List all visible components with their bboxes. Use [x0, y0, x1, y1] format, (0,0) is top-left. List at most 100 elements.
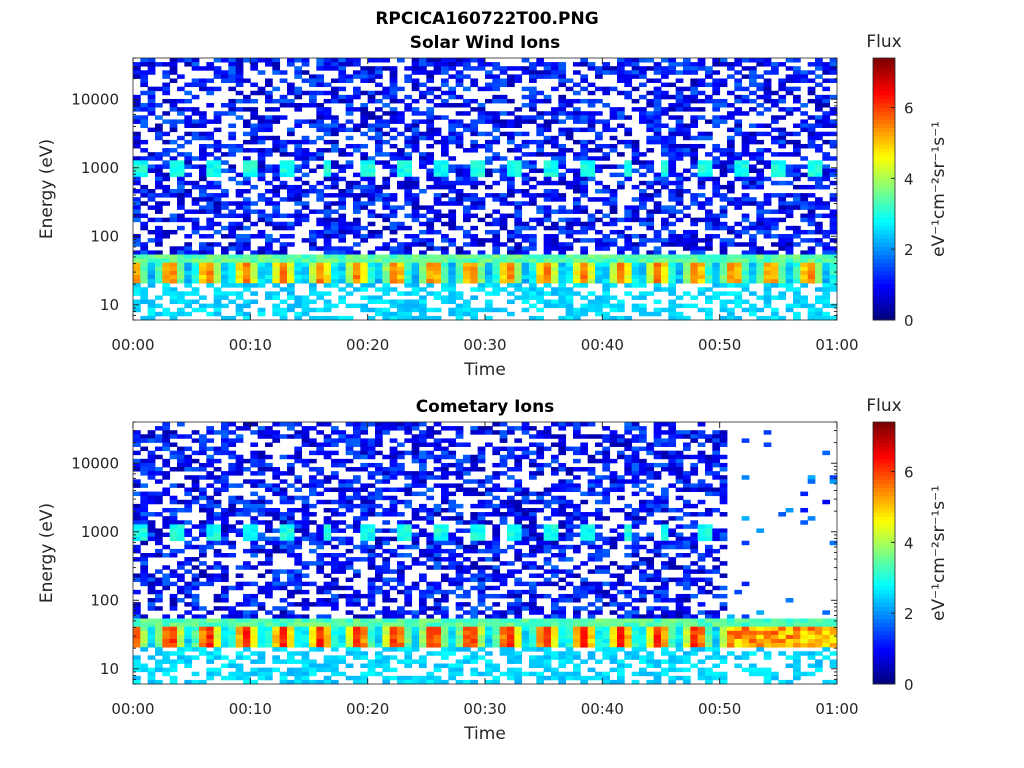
heatmap-cell	[573, 266, 581, 272]
heatmap-cell	[573, 115, 581, 120]
heatmap-cell	[499, 217, 508, 223]
heatmap-cell	[727, 180, 735, 186]
heatmap-cell	[265, 630, 273, 636]
heatmap-cell	[477, 168, 486, 174]
heatmap-cell	[631, 168, 640, 174]
heatmap-cell	[404, 311, 413, 317]
heatmap-cell	[499, 274, 508, 280]
heatmap-cell	[199, 225, 207, 231]
heatmap-cell	[624, 262, 633, 268]
heatmap-cell	[257, 458, 266, 464]
heatmap-cell	[177, 205, 185, 210]
heatmap-cell	[184, 507, 193, 513]
heatmap-cell	[668, 107, 677, 112]
heatmap-cell	[815, 311, 823, 317]
heatmap-cell	[338, 197, 347, 202]
heatmap-cell	[250, 622, 259, 628]
heatmap-cell	[815, 254, 823, 259]
heatmap-cell	[771, 152, 779, 157]
heatmap-cell	[257, 152, 266, 157]
heatmap-cell	[206, 659, 215, 664]
heatmap-cell	[133, 450, 141, 456]
heatmap-cell	[756, 201, 765, 206]
heatmap-cell	[184, 258, 193, 264]
heatmap-cell	[221, 160, 229, 165]
heatmap-cell	[558, 98, 567, 104]
heatmap-cell	[529, 291, 537, 296]
heatmap-cell	[235, 630, 244, 636]
heatmap-cell	[448, 168, 457, 174]
heatmap-cell	[793, 193, 801, 198]
heatmap-cell	[529, 315, 537, 321]
heatmap-cell	[749, 221, 757, 227]
heatmap-cell	[727, 307, 735, 313]
heatmap-cell	[389, 172, 398, 178]
heatmap-cell	[492, 274, 501, 280]
heatmap-cell	[228, 299, 237, 305]
heatmap-cell	[265, 581, 273, 587]
heatmap-cell	[257, 70, 266, 75]
heatmap-cell	[177, 532, 185, 538]
heatmap-cell	[389, 111, 398, 116]
heatmap-cell	[543, 127, 552, 133]
heatmap-cell	[228, 66, 237, 71]
heatmap-cell	[221, 507, 229, 513]
heatmap-cell	[499, 279, 508, 284]
heatmap-cell	[719, 209, 728, 214]
heatmap-cell	[228, 86, 237, 92]
heatmap-cell	[294, 602, 303, 607]
heatmap-cell	[257, 270, 266, 276]
heatmap-cell	[492, 238, 501, 243]
heatmap-cell	[169, 139, 178, 145]
heatmap-cell	[741, 217, 750, 223]
heatmap-cell	[573, 279, 581, 284]
heatmap-cell	[433, 127, 442, 133]
heatmap-cell	[169, 499, 178, 505]
heatmap-cell	[243, 258, 251, 264]
heatmap-cell	[177, 659, 185, 664]
heatmap-cell	[815, 299, 823, 305]
heatmap-cell	[719, 115, 728, 120]
heatmap-cell	[228, 103, 237, 108]
heatmap-cell	[580, 250, 589, 255]
heatmap-cell	[551, 135, 559, 141]
heatmap-cell	[829, 279, 838, 284]
heatmap-cell	[294, 659, 303, 664]
heatmap-cell	[741, 184, 750, 190]
heatmap-cell	[155, 250, 163, 255]
panel-title: Solar Wind Ions	[410, 33, 561, 53]
heatmap-cell	[294, 589, 303, 595]
heatmap-cell	[375, 270, 383, 276]
heatmap-cell	[822, 246, 831, 251]
heatmap-cell	[206, 577, 215, 583]
heatmap-cell	[323, 520, 332, 525]
heatmap-cell	[221, 528, 229, 533]
heatmap-cell	[741, 201, 750, 206]
heatmap-cell	[470, 160, 479, 165]
heatmap-cell	[419, 295, 427, 300]
heatmap-cell	[287, 172, 295, 178]
heatmap-cell	[331, 119, 339, 124]
heatmap-cell	[741, 213, 750, 219]
heatmap-cell	[529, 164, 537, 169]
heatmap-cell	[323, 450, 332, 456]
heatmap-cell	[162, 193, 171, 198]
heatmap-cell	[404, 152, 413, 157]
heatmap-cell	[257, 532, 266, 538]
heatmap-cell	[455, 111, 464, 116]
heatmap-cell	[646, 258, 655, 264]
heatmap-cell	[829, 270, 838, 276]
heatmap-cell	[602, 189, 611, 194]
heatmap-cell	[162, 217, 171, 223]
heatmap-cell	[734, 279, 743, 284]
heatmap-cell	[323, 262, 332, 268]
heatmap-cell	[257, 602, 266, 607]
heatmap-cell	[639, 160, 647, 165]
heatmap-cell	[294, 164, 303, 169]
heatmap-cell	[294, 143, 303, 149]
heatmap-cell	[822, 279, 831, 284]
heatmap-cell	[294, 189, 303, 194]
heatmap-cell	[455, 274, 464, 280]
heatmap-cell	[294, 274, 303, 280]
colorbar-swatch	[873, 303, 895, 309]
